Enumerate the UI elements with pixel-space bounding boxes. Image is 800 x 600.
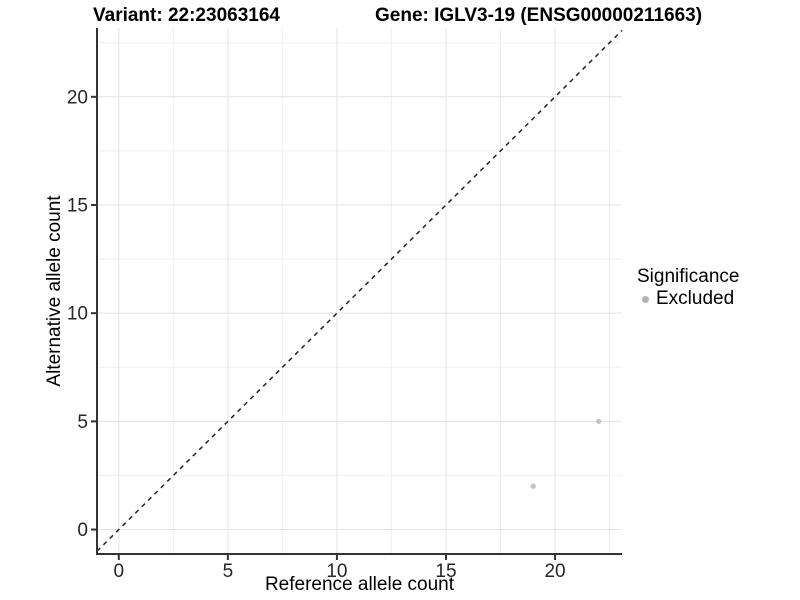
legend-title: Significance [637, 266, 740, 287]
x-tick-label: 20 [544, 561, 565, 582]
y-tick-label: 15 [67, 195, 88, 216]
legend-entry: Excluded [637, 288, 739, 310]
legend-point-icon [642, 295, 649, 303]
y-axis-title: Alternative allele count [44, 195, 65, 387]
x-axis-title: Reference allele count [264, 574, 455, 595]
y-tick-label: 20 [67, 87, 88, 108]
y-tick-label: 5 [77, 412, 88, 433]
gene-title: Gene: IGLV3-19 (ENSG00000211663) [375, 5, 703, 26]
identity-line [96, 29, 623, 552]
variant-title: Variant: 22:23063164 [93, 5, 280, 26]
x-tick-label: 10 [326, 561, 347, 582]
legend-entry-label: Excluded [656, 288, 735, 309]
y-tick-label: 10 [67, 304, 88, 325]
x-tick-label: 5 [223, 561, 234, 582]
y-tick-label: 0 [77, 520, 88, 541]
x-tick-label: 15 [435, 561, 456, 582]
data-point [530, 483, 536, 489]
legend: Significance Excluded [637, 265, 739, 310]
x-tick-label: 0 [114, 561, 125, 582]
data-point [596, 418, 602, 424]
